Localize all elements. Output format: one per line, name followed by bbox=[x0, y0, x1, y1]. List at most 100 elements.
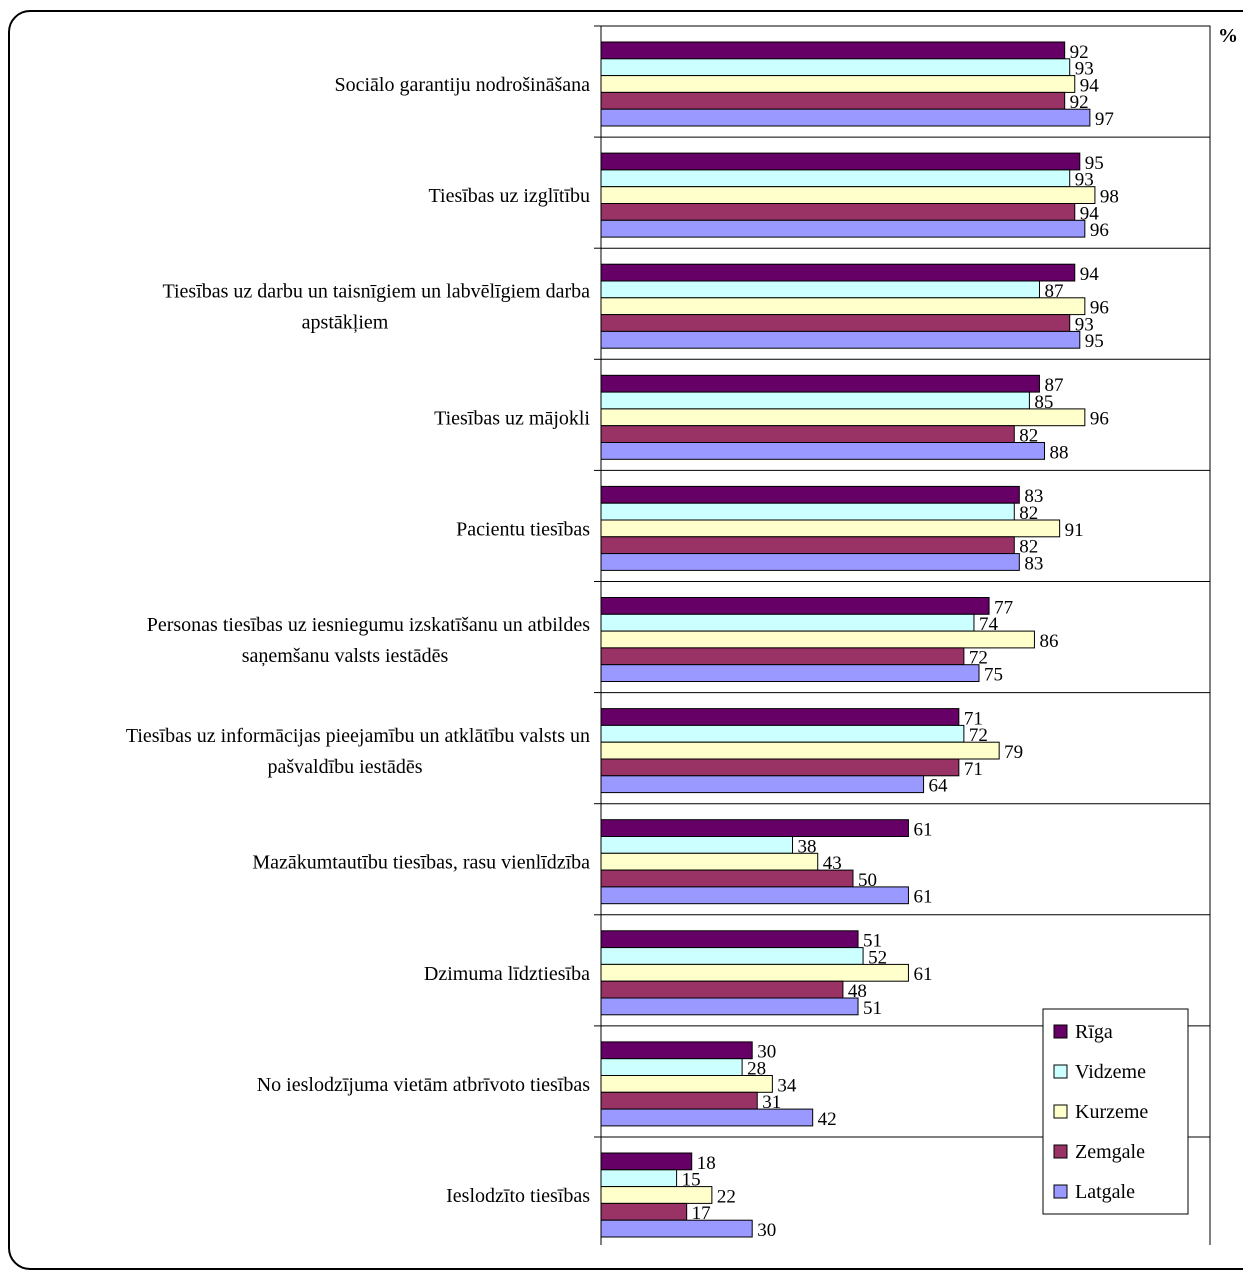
bar-vidzeme bbox=[600, 947, 864, 965]
data-label: 31 bbox=[762, 1092, 781, 1113]
bar-zemgale bbox=[600, 758, 960, 777]
bar-rīga bbox=[600, 930, 859, 949]
bar-vidzeme bbox=[600, 58, 1071, 77]
legend-swatch bbox=[1053, 1024, 1068, 1039]
data-label: 87 bbox=[1044, 375, 1063, 396]
data-label: 82 bbox=[1019, 426, 1038, 447]
data-label: 95 bbox=[1085, 331, 1104, 352]
data-label: 28 bbox=[747, 1059, 766, 1080]
bar-vidzeme bbox=[600, 169, 1071, 188]
category-label: Ieslodzīto tiesības bbox=[446, 1185, 590, 1207]
data-label: 93 bbox=[1075, 314, 1094, 335]
data-label: 77 bbox=[994, 597, 1013, 618]
data-label: 15 bbox=[682, 1170, 701, 1191]
data-label: 83 bbox=[1024, 553, 1043, 574]
data-label: 92 bbox=[1070, 92, 1089, 113]
data-label: 43 bbox=[823, 853, 842, 874]
legend-swatch bbox=[1053, 1184, 1068, 1199]
category-label: Dzimuma līdztiesība bbox=[424, 963, 590, 985]
bar-vidzeme bbox=[600, 724, 965, 743]
data-label: 79 bbox=[1004, 742, 1023, 763]
category-label: saņemšanu valsts iestādēs bbox=[242, 645, 449, 667]
data-label: 88 bbox=[1050, 442, 1069, 463]
bar-zemgale bbox=[600, 536, 1015, 555]
data-label: 30 bbox=[757, 1220, 776, 1241]
legend-entry: Zemgale bbox=[1075, 1141, 1145, 1163]
bar-rīga bbox=[600, 597, 990, 615]
unit-label: % bbox=[1218, 25, 1238, 47]
data-label: 97 bbox=[1095, 109, 1114, 130]
bar-kurzeme bbox=[600, 1186, 713, 1204]
bar-rīga bbox=[600, 1041, 753, 1060]
bar-zemgale bbox=[600, 314, 1071, 332]
bar-vidzeme bbox=[600, 280, 1040, 299]
data-label: 71 bbox=[964, 759, 983, 780]
data-label: 96 bbox=[1090, 298, 1109, 319]
bar-zemgale bbox=[600, 869, 854, 888]
bar-kurzeme bbox=[600, 519, 1061, 538]
bar-latgale bbox=[600, 442, 1046, 460]
data-label: 61 bbox=[913, 964, 932, 985]
category-label: apstākļiem bbox=[302, 312, 389, 334]
bar-kurzeme bbox=[600, 630, 1035, 649]
legend-entry: Latgale bbox=[1075, 1181, 1135, 1203]
data-label: 96 bbox=[1090, 409, 1109, 430]
category-label: Pacientu tiesības bbox=[456, 518, 590, 540]
bar-zemgale bbox=[600, 425, 1015, 444]
bar-vidzeme bbox=[600, 1058, 743, 1076]
bar-vidzeme bbox=[600, 1169, 678, 1188]
bar-zemgale bbox=[600, 1202, 688, 1221]
bar-rīga bbox=[600, 819, 909, 838]
data-label: 95 bbox=[1085, 153, 1104, 174]
category-label: Tiesības uz izglītību bbox=[429, 185, 590, 207]
data-label: 51 bbox=[863, 998, 882, 1019]
bar-latgale bbox=[600, 775, 925, 794]
data-label: 61 bbox=[913, 887, 932, 908]
data-label: 30 bbox=[757, 1042, 776, 1063]
data-label: 93 bbox=[1075, 170, 1094, 191]
category-label: Sociālo garantiju nodrošināšana bbox=[335, 74, 591, 96]
data-label: 72 bbox=[969, 648, 988, 669]
data-label: 86 bbox=[1039, 631, 1058, 652]
bar-rīga bbox=[600, 263, 1076, 282]
data-label: 83 bbox=[1024, 486, 1043, 507]
bar-latgale bbox=[600, 997, 859, 1016]
data-label: 75 bbox=[984, 665, 1003, 686]
data-label: 42 bbox=[818, 1109, 837, 1130]
bar-latgale bbox=[600, 553, 1020, 571]
bar-vidzeme bbox=[600, 502, 1015, 521]
legend: Rīga Vidzeme Kurzeme Zemgale Latgale bbox=[1042, 1008, 1189, 1215]
data-label: 94 bbox=[1080, 203, 1100, 224]
data-label: 93 bbox=[1075, 59, 1094, 80]
bar-kurzeme bbox=[600, 1075, 773, 1093]
data-label: 51 bbox=[863, 931, 882, 952]
data-label: 34 bbox=[777, 1075, 797, 1096]
data-label: 72 bbox=[969, 725, 988, 746]
bar-zemgale bbox=[600, 1091, 758, 1110]
data-label: 48 bbox=[848, 981, 867, 1002]
bar-latgale bbox=[600, 219, 1086, 238]
bar-rīga bbox=[600, 1152, 693, 1171]
bar-zemgale bbox=[600, 203, 1076, 221]
data-label: 82 bbox=[1019, 503, 1038, 524]
data-label: 52 bbox=[868, 947, 887, 968]
data-label: 61 bbox=[913, 820, 932, 841]
data-label: 98 bbox=[1100, 187, 1119, 208]
bar-kurzeme bbox=[600, 75, 1076, 93]
legend-entry: Kurzeme bbox=[1075, 1101, 1148, 1123]
data-label: 92 bbox=[1070, 42, 1089, 63]
data-label: 87 bbox=[1044, 281, 1063, 302]
category-label: Tiesības uz darbu un taisnīgiem un labvē… bbox=[162, 281, 590, 303]
category-label: No ieslodzījuma vietām atbrīvoto tiesība… bbox=[257, 1074, 590, 1096]
bar-rīga bbox=[600, 485, 1020, 504]
legend-swatch bbox=[1053, 1144, 1068, 1159]
bar-latgale bbox=[600, 330, 1081, 349]
data-label: 82 bbox=[1019, 537, 1038, 558]
legend-swatch bbox=[1053, 1064, 1068, 1079]
data-label: 17 bbox=[692, 1203, 711, 1224]
data-label: 22 bbox=[717, 1186, 736, 1207]
bar-rīga bbox=[600, 708, 960, 726]
bar-kurzeme bbox=[600, 963, 909, 982]
bar-latgale bbox=[600, 886, 909, 905]
